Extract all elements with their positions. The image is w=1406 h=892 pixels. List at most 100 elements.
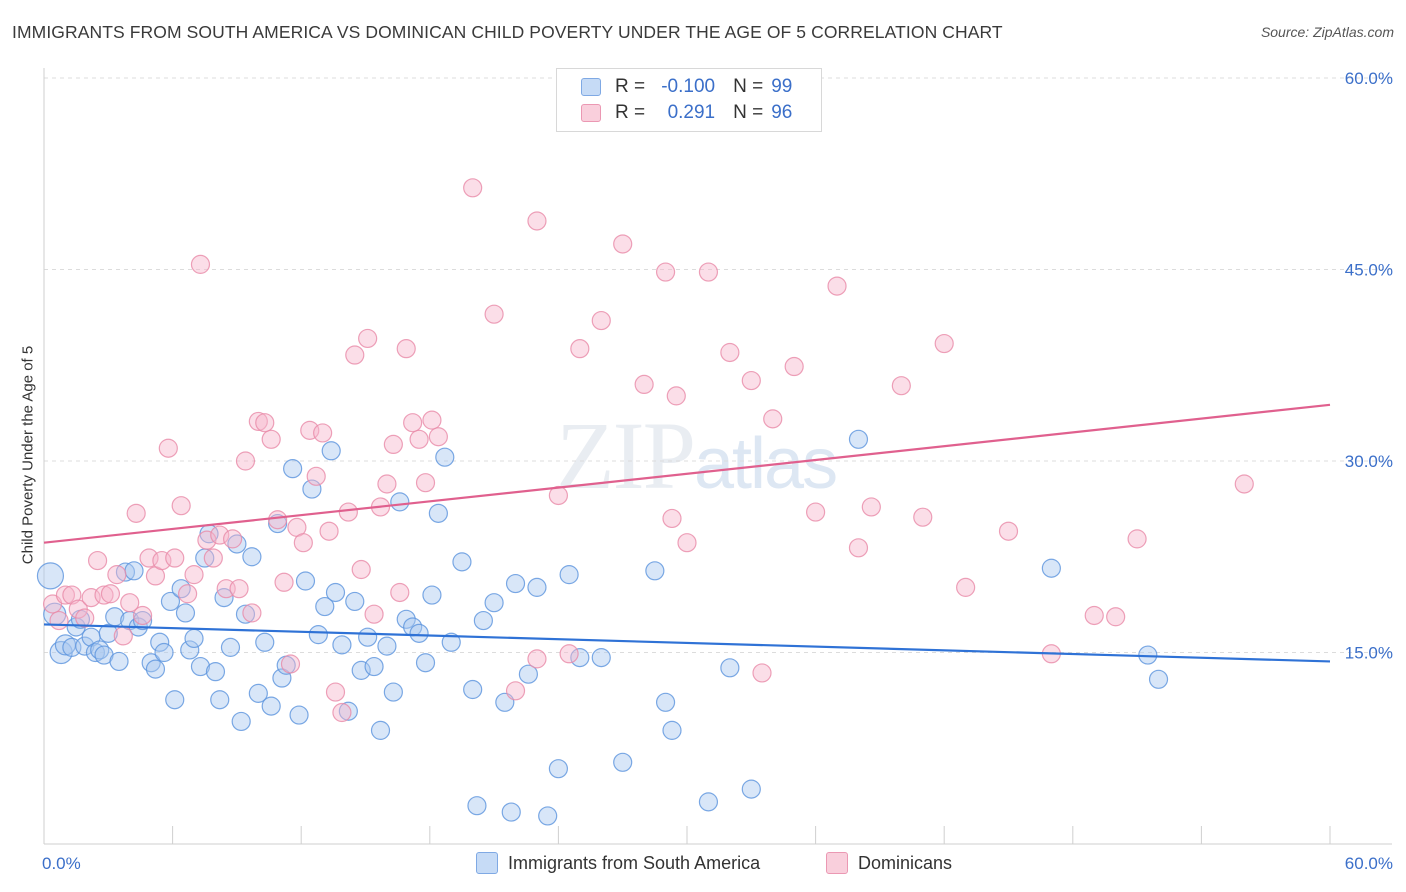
data-point: [827, 276, 847, 296]
data-point: [36, 562, 65, 590]
stats-row-dominicans: R = 0.291 N = 96: [581, 101, 810, 125]
data-point: [484, 593, 504, 613]
data-point: [255, 632, 275, 652]
data-point: [87, 550, 108, 571]
data-point: [463, 679, 483, 700]
data-point: [570, 648, 590, 668]
data-point: [467, 796, 487, 816]
data-point: [403, 413, 423, 433]
data-point: [178, 584, 198, 604]
data-point: [501, 802, 521, 822]
data-point: [784, 356, 804, 377]
data-point: [295, 571, 316, 591]
data-point: [518, 664, 538, 684]
r-value: 0.291: [667, 102, 716, 123]
data-point: [132, 605, 153, 626]
n-value: 96: [771, 102, 793, 123]
data-point: [655, 692, 676, 712]
data-point: [613, 752, 633, 772]
data-point: [364, 604, 384, 624]
data-point: [463, 178, 483, 198]
data-point: [165, 690, 185, 710]
data-point: [49, 610, 69, 631]
data-point: [1148, 669, 1169, 689]
data-point: [293, 533, 313, 553]
data-point: [527, 649, 547, 669]
data-point: [98, 623, 118, 643]
y-tick-label: 30.0%: [1345, 452, 1393, 471]
stats-swatch-blue: [581, 78, 601, 96]
stats-box: R = -0.100 N = 99 R = 0.291 N = 96: [556, 68, 822, 132]
data-point: [559, 644, 579, 664]
r-value: -0.100: [661, 76, 716, 97]
data-point: [698, 262, 719, 282]
x-tick-label: 60.0%: [1345, 854, 1393, 873]
data-point: [666, 386, 686, 406]
data-point: [315, 596, 335, 617]
data-point: [1041, 558, 1061, 578]
data-point: [261, 696, 281, 716]
data-point: [763, 409, 783, 429]
data-point: [184, 628, 204, 649]
data-point: [741, 370, 761, 391]
data-point: [409, 623, 429, 643]
data-point: [255, 413, 275, 433]
trendline-dominicans: [43, 403, 1331, 544]
legend-label: Dominicans: [858, 852, 953, 873]
data-point: [235, 604, 256, 624]
data-point: [655, 262, 676, 282]
data-point: [662, 508, 682, 529]
data-point: [126, 503, 146, 523]
data-point: [274, 572, 294, 592]
data-point: [165, 548, 185, 568]
data-point: [505, 573, 526, 594]
data-point: [338, 701, 358, 721]
data-points: [36, 178, 1254, 826]
data-point: [956, 577, 976, 597]
data-point: [261, 429, 281, 449]
series-south-america: [36, 429, 1169, 826]
data-point: [175, 603, 196, 623]
data-point: [396, 609, 416, 629]
n-value: 99: [771, 76, 793, 97]
data-point: [231, 711, 251, 732]
data-point: [358, 627, 378, 647]
data-point: [720, 342, 740, 363]
data-point: [805, 502, 826, 522]
legend-label: Immigrants from South America: [508, 852, 761, 873]
data-point: [150, 632, 170, 652]
data-point: [645, 561, 665, 581]
data-point: [229, 579, 249, 599]
axes: [43, 68, 1392, 845]
data-point: [1234, 474, 1254, 494]
data-point: [741, 779, 761, 799]
data-point: [505, 681, 526, 701]
data-point: [160, 591, 181, 612]
data-point: [473, 610, 493, 631]
data-point: [383, 434, 403, 455]
data-point: [720, 658, 740, 678]
legend-swatch-pink: [826, 852, 848, 874]
data-point: [662, 720, 682, 740]
data-point: [332, 635, 352, 655]
data-point: [302, 479, 322, 499]
data-point: [848, 538, 869, 558]
data-point: [205, 662, 226, 682]
data-point: [422, 410, 442, 430]
y-tick-label: 60.0%: [1345, 69, 1393, 88]
data-point: [308, 625, 328, 645]
data-point: [613, 234, 633, 254]
data-point: [242, 547, 262, 567]
data-point: [559, 565, 579, 585]
data-point: [383, 682, 403, 702]
data-point: [409, 429, 429, 449]
n-label: N =: [733, 102, 764, 123]
data-point: [184, 565, 204, 585]
data-point: [158, 438, 178, 458]
data-point: [145, 659, 166, 679]
data-point: [132, 610, 153, 631]
data-point: [325, 682, 346, 702]
data-point: [351, 559, 371, 580]
data-point: [280, 654, 301, 674]
stats-row-south-america: R = -0.100 N = 99: [581, 75, 810, 99]
